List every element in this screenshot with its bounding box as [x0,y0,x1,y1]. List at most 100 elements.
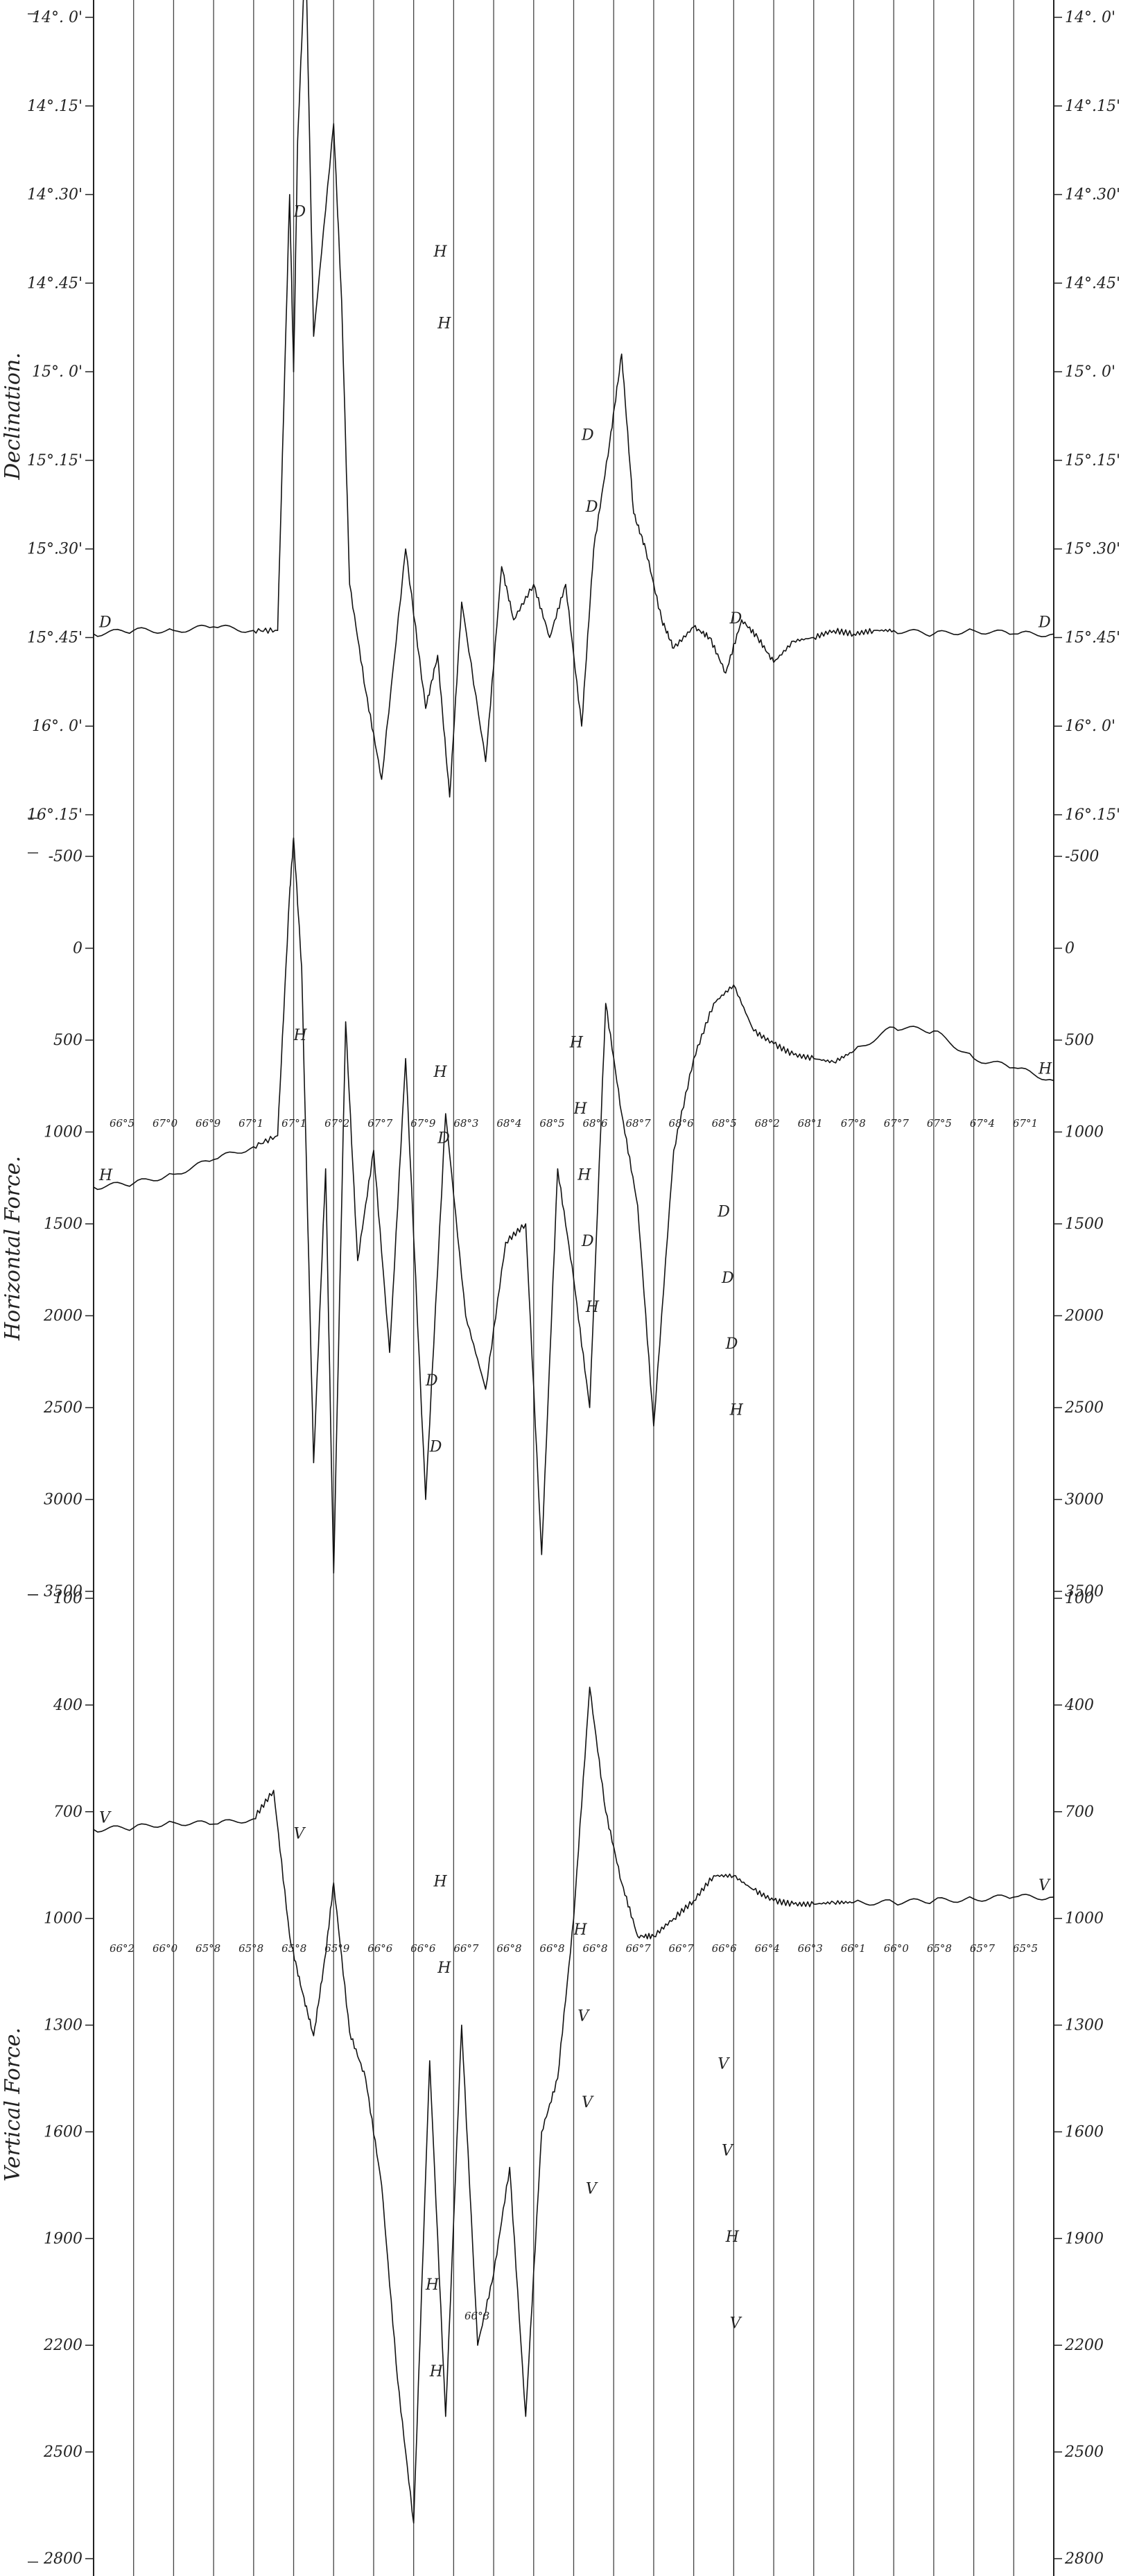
ytick-label-left: 14°. 0' [32,9,82,26]
ytick-label-left: 700 [53,1804,82,1821]
temperature-label: 66°8 [496,1942,521,1955]
ytick-label-left: 100 [53,1590,82,1607]
trace-letter: H [437,315,451,333]
trace-letter: H [577,1166,591,1184]
temperature-label: 68°3 [453,1117,478,1130]
trace-letter: V [718,2056,730,2073]
ytick-label-left: 0 [73,940,82,958]
temperature-label: 67°1 [1013,1117,1038,1130]
temperature-label: 67°2 [324,1117,349,1130]
temperature-label: 68°7 [625,1117,651,1130]
temperature-label: 67°7 [884,1117,910,1130]
trace-letter-start: V [99,1809,112,1826]
ytick-label-left: 3500 [44,1583,82,1600]
temperature-label: 65°8 [195,1942,220,1955]
trace-letters: D D D D H D D H H H H H D H D H D H D D H D D H V V V V H V V H H V H V H H V [98,204,1052,2380]
temperature-label: 66°3 [798,1942,823,1955]
trace-letter: H [433,243,448,261]
temperature-label: 66°0 [884,1942,910,1955]
ytick-label-left: -500 [49,848,82,865]
trace-letter: D [429,1439,442,1456]
trace-letter: H [725,2229,740,2246]
temperature-label: 66°8 [582,1942,607,1955]
temperature-label: 65°8 [281,1942,306,1955]
temperature-label: 68°6 [582,1117,608,1130]
ytick-label-right: 3500 [1065,1583,1104,1600]
temperature-label: 66°6 [410,1942,436,1955]
temperature-label: 67°0 [153,1117,178,1130]
temperature-labels: 66°5 67°0 66°9 67°1 67°1 67°2 67°7 67°9 68°3 68°4… [110,1117,1038,2322]
temperature-label: 67°5 [927,1117,952,1130]
ytick-label-left: 15°. 0' [32,363,82,381]
trace-letter: H [729,1402,744,1419]
temperature-label: 66°6 [712,1942,738,1955]
series-trace-V [93,1686,1054,2524]
trace-letter-end: V [1039,1877,1051,1894]
temperature-label: 65°8 [927,1942,952,1955]
trace-letter: H [585,1299,600,1316]
ytick-label-left: 15°.45' [27,629,82,646]
temperature-label: 66°7 [625,1942,651,1955]
trace-letter: V [294,1825,306,1842]
temperature-label: 66°9 [195,1117,221,1130]
temperature-label: 66°7 [453,1942,479,1955]
temperature-label: 67°7 [367,1117,393,1130]
plot-frame [28,0,1054,2576]
trace-letter: V [577,2007,590,2025]
ytick-label-right: 1000 [1065,1124,1104,1141]
ytick-label-right: 0 [1065,940,1075,958]
trace-letter-end: H [1038,1060,1052,1078]
ytick-label-left: 400 [53,1697,82,1714]
trace-letter: D [721,1270,734,1287]
temperature-label: 68°2 [755,1117,780,1130]
ytick-label-right: 15°.15' [1065,452,1120,469]
temperature-label: 66°8 [539,1942,564,1955]
trace-letter: H [573,1100,588,1118]
ytick-label-left: 16°.15' [27,806,82,824]
trace-letter-start: D [98,614,112,631]
ytick-label-left: 2500 [43,1399,82,1417]
annotation-label: 66°8 [464,2310,489,2322]
ytick-label-right: 16°. 0' [1065,718,1115,735]
trace-letter: D [585,499,598,516]
ytick-label-right: 14°.30' [1065,187,1120,204]
ytick-label-left: 15°.15' [27,452,82,469]
ytick-label-right: 100 [1065,1590,1094,1607]
trace-letter: H [293,1027,308,1044]
trace-letter: H [573,1921,588,1939]
temperature-label: 65°7 [970,1942,996,1955]
ytick-label-left: 14°.45' [27,275,82,292]
trace-letter: D [729,610,742,628]
temperature-label: 65°9 [324,1942,350,1955]
trace-letter: H [425,2276,440,2294]
ytick-label-left: 1000 [44,1124,82,1141]
ytick-label-right: 14°.15' [1065,98,1120,115]
trace-letter: V [722,2142,734,2159]
trace-letter: H [437,1960,451,1977]
section-label-vertical-force: Vertical Force. [1,2028,25,2181]
temperature-label: 68°1 [798,1117,823,1130]
ytick-label-left: 2000 [43,1308,82,1325]
temperature-label: 68°4 [496,1117,521,1130]
ytick-label-right: 700 [1065,1804,1094,1821]
temperature-label: 68°5 [712,1117,737,1130]
ytick-label-right: 16°.15' [1065,806,1120,824]
ytick-label-left: 1600 [44,2123,82,2141]
trace-letter: D [581,1233,594,1250]
ytick-label-left: 1900 [44,2230,82,2247]
temperature-label: 65°5 [1013,1942,1038,1955]
trace-letter: D [437,1130,450,1147]
series-trace-D [93,0,1054,798]
ytick-label-right: 400 [1064,1697,1094,1714]
ytick-label-right: 2500 [1064,1399,1104,1417]
temperature-label: 65°8 [238,1942,263,1955]
temperature-label: 67°1 [238,1117,263,1130]
ytick-label-left: 15°.30' [27,541,82,558]
ytick-label-right: 3000 [1065,1492,1104,1509]
trace-letter: D [717,1203,730,1220]
series-traces [93,0,1054,2524]
trace-letter: D [725,1335,738,1353]
temperature-label: 67°1 [281,1117,306,1130]
ytick-label-left: 16°. 0' [32,718,82,735]
